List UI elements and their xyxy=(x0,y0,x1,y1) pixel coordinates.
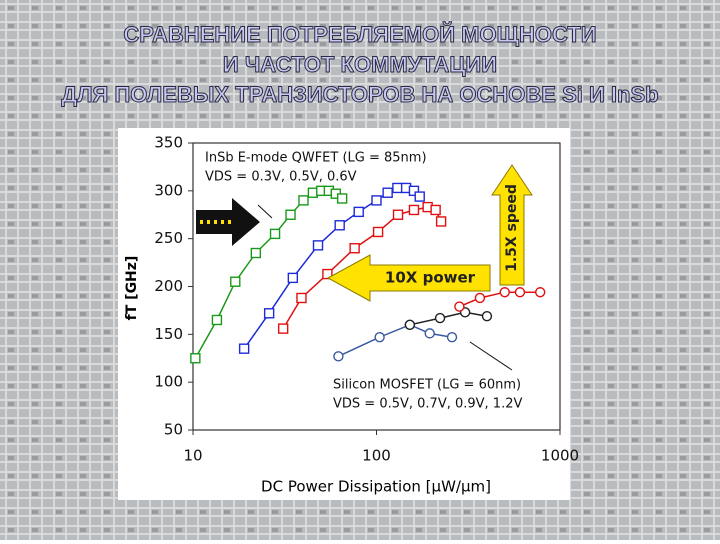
marker xyxy=(312,240,324,251)
y-tick-label: 50 xyxy=(164,421,183,439)
marker xyxy=(349,243,360,254)
marker xyxy=(408,185,420,197)
marker xyxy=(446,332,458,343)
annotation: 1.5X speed xyxy=(504,184,520,272)
marker xyxy=(287,272,299,284)
y-axis-label: fT [GHz] xyxy=(124,256,140,321)
marker xyxy=(514,287,526,298)
marker xyxy=(190,353,201,364)
marker xyxy=(408,204,420,216)
marker xyxy=(404,319,416,330)
marker xyxy=(424,328,435,339)
marker xyxy=(336,193,348,204)
y-tick-label: 200 xyxy=(154,277,183,295)
marker xyxy=(230,276,241,287)
series-line xyxy=(409,311,488,326)
marker xyxy=(298,195,309,206)
marker xyxy=(269,228,281,240)
marker xyxy=(414,191,425,202)
marker xyxy=(372,226,384,238)
annotation: Silicon MOSFET (LG = 60nm) xyxy=(333,378,521,393)
marker xyxy=(296,292,307,304)
marker xyxy=(434,312,446,324)
annotation: InSb E-mode QWFET (LG = 85nm) xyxy=(205,151,427,166)
x-tick-label: 100 xyxy=(362,447,391,465)
annotation: VDS = 0.5V, 0.7V, 0.9V, 1.2V xyxy=(333,397,522,412)
marker xyxy=(435,216,447,227)
slide-title: ДЛЯ ПОЛЕВЫХ ТРАНЗИСТОРОВ НА ОСНОВЕ Si И … xyxy=(61,82,658,107)
marker xyxy=(382,187,393,198)
annotation: 10X power xyxy=(385,269,476,287)
marker xyxy=(392,182,403,194)
marker xyxy=(534,287,546,298)
y-tick-label: 250 xyxy=(154,229,183,247)
y-tick-label: 300 xyxy=(154,181,183,199)
x-axis-label: DC Power Dissipation [μW/μm] xyxy=(261,478,491,496)
y-tick-label: 150 xyxy=(154,325,183,343)
marker xyxy=(250,247,262,259)
marker xyxy=(454,301,465,312)
marker xyxy=(374,332,385,343)
x-tick-label: 1000 xyxy=(541,447,579,465)
marker xyxy=(307,187,319,198)
marker xyxy=(353,206,364,218)
marker xyxy=(263,308,275,319)
slide-title: И ЧАСТОТ КОММУТАЦИИ xyxy=(223,52,497,77)
marker xyxy=(392,209,404,220)
pointer xyxy=(469,341,513,371)
speed-arrow xyxy=(491,164,533,286)
marker xyxy=(334,220,345,231)
slide-title: СРАВНЕНИЕ ПОТРЕБЛЯЕМОЙ МОЩНОСТИ xyxy=(123,22,596,47)
pointer xyxy=(257,204,273,219)
marker xyxy=(474,292,486,304)
power-arrow xyxy=(326,254,491,302)
x-tick-label: 10 xyxy=(183,447,202,465)
marker xyxy=(499,287,510,298)
marker xyxy=(285,209,296,220)
marker xyxy=(238,343,250,354)
y-tick-label: 350 xyxy=(154,134,183,152)
marker xyxy=(481,310,493,322)
marker xyxy=(430,204,441,216)
marker xyxy=(371,195,382,206)
marker xyxy=(277,323,289,334)
marker xyxy=(322,268,333,280)
annotation: VDS = 0.3V, 0.5V, 0.6V xyxy=(205,170,357,185)
marker xyxy=(211,314,223,326)
y-tick-label: 100 xyxy=(154,373,183,391)
marker xyxy=(333,351,344,362)
